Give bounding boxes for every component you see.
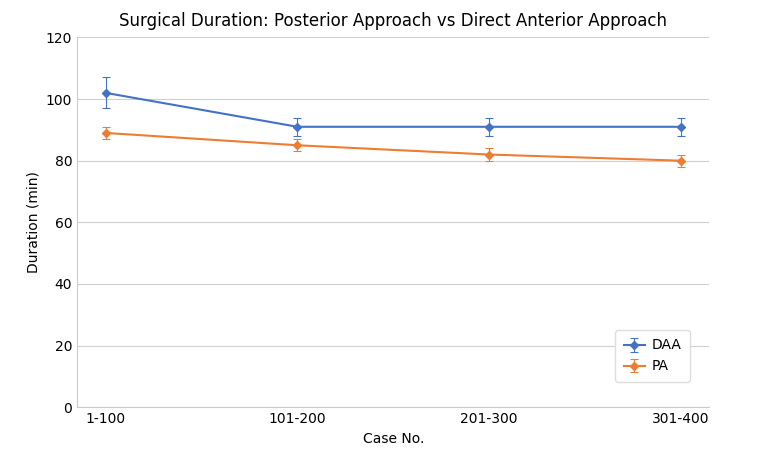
Y-axis label: Duration (min): Duration (min) bbox=[26, 171, 40, 273]
Legend: DAA, PA: DAA, PA bbox=[615, 330, 690, 382]
X-axis label: Case No.: Case No. bbox=[362, 431, 424, 446]
Title: Surgical Duration: Posterior Approach vs Direct Anterior Approach: Surgical Duration: Posterior Approach vs… bbox=[120, 12, 667, 30]
